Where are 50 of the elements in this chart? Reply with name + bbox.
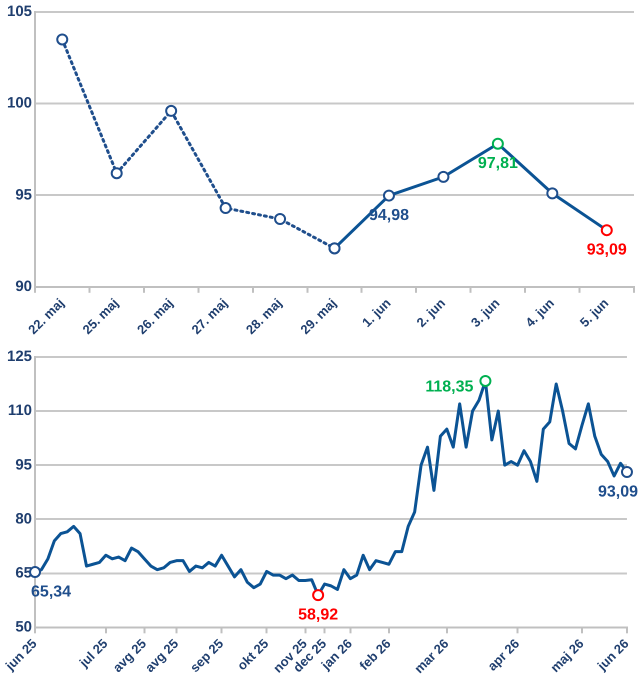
x-tick-label: maj 26 [547,636,587,676]
point [56,33,68,46]
point [479,374,492,387]
annotation: 94,98 [368,206,410,224]
x-tick-label: 29. maj [297,295,340,338]
annotation: 58,92 [298,606,338,624]
point [220,202,232,214]
x-tick-label: 22. maj [25,295,67,338]
x-tick-label: okt 25 [234,636,272,674]
annotation: 118,35 [425,378,474,396]
point [312,589,324,602]
y-tick-label: 125 [6,348,32,366]
x-tick-label: jul 25 [76,636,110,671]
x-tick-label: sep 25 [187,636,226,676]
y-tick-label: 90 [15,278,32,295]
point [546,187,558,200]
x-tick-label: mar 26 [411,636,452,676]
x-tick-label: 2. jun [413,295,448,330]
y-tick-label: 105 [6,3,32,20]
x-tick-label: jun 26 [594,636,632,674]
annotation: 65,34 [31,583,72,600]
x-tick-label: 5. jun [576,295,612,330]
point [165,104,178,117]
point [110,167,123,180]
x-tick-label: feb 26 [356,636,394,674]
point [274,213,286,226]
annotation: 93,09 [586,242,627,259]
x-tick-label: 27. maj [188,295,230,338]
x-tick-label: 28. maj [242,295,285,338]
x-tick-label: 4. jun [522,295,558,330]
annotation: 93,09 [598,483,638,500]
y-tick-label: 50 [15,618,32,636]
point [328,242,341,254]
point [437,170,450,183]
point [382,190,395,202]
y-tick-label: 95 [15,456,32,474]
point [600,224,613,236]
point [492,138,504,150]
x-tick-label: jun 25 [2,636,40,674]
y-tick-label: 110 [8,402,32,420]
x-tick-label: 26. maj [134,295,176,338]
x-tick-label: 1. jun [359,295,394,330]
annotation: 97,81 [478,155,518,172]
y-tick-label: 100 [6,94,32,112]
y-tick-label: 95 [15,186,32,204]
x-tick-label: 3. jun [468,295,503,330]
x-tick-label: apr 26 [484,636,522,674]
y-tick-label: 80 [15,510,32,528]
point [620,466,633,478]
x-tick-label: 25. maj [80,295,122,338]
